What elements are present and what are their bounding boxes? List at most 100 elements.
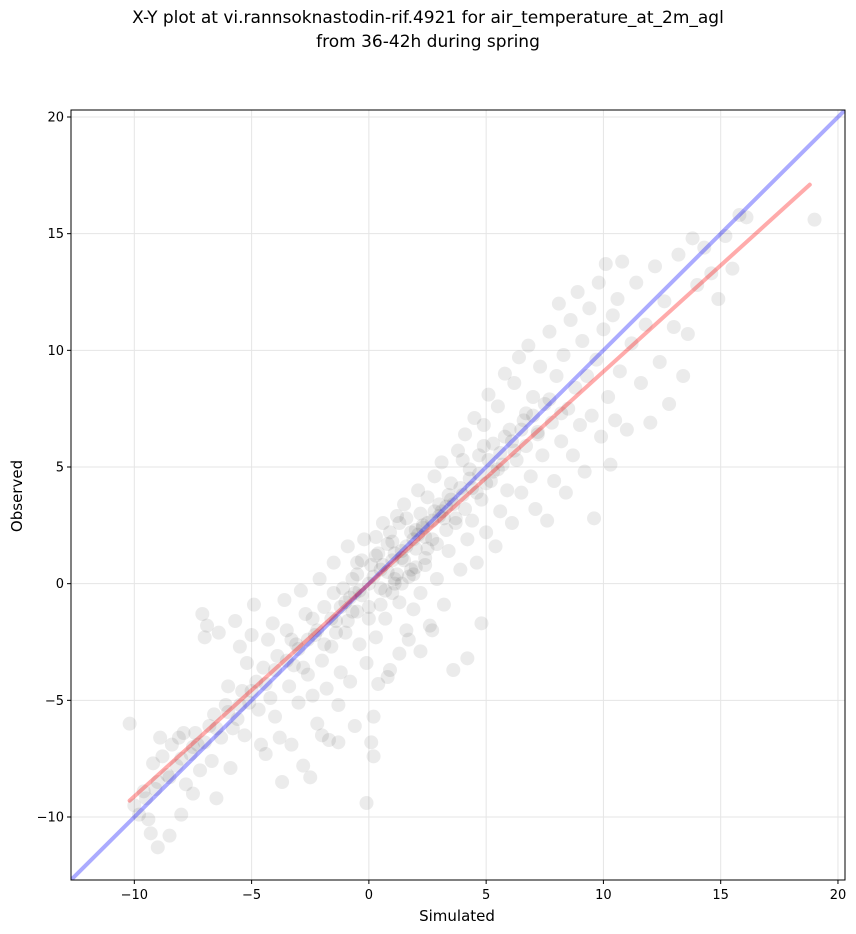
scatter-point (418, 551, 433, 565)
scatter-point (296, 660, 311, 675)
scatter-point (732, 208, 747, 222)
scatter-point (472, 467, 487, 481)
scatter-point (169, 758, 184, 773)
scatter-point (371, 677, 386, 691)
scatter-point (399, 539, 414, 554)
scatter-point (472, 448, 487, 463)
scatter-point (521, 338, 536, 353)
scatter-point (239, 656, 254, 670)
scatter-point (465, 481, 480, 495)
scatter-point (514, 422, 529, 437)
scatter-point (221, 679, 236, 694)
scatter-point (380, 565, 395, 579)
scatter-point (415, 518, 430, 533)
scatter-point (601, 390, 616, 404)
scatter-point (542, 392, 557, 407)
scatter-point (244, 684, 259, 698)
scatter-point (286, 658, 301, 673)
scatter-point (638, 317, 653, 332)
scatter-point (718, 229, 733, 243)
scatter-point (263, 691, 278, 705)
scatter-point (711, 292, 726, 306)
scatter-point (455, 488, 470, 502)
scatter-point (382, 663, 397, 677)
scatter-point (246, 597, 261, 612)
scatter-point (345, 572, 360, 586)
scatter-point (500, 483, 515, 498)
scatter-point (490, 399, 505, 414)
scatter-point (425, 513, 440, 528)
scatter-point (537, 397, 552, 411)
scatter-point (476, 439, 491, 453)
scatter-point (418, 530, 433, 544)
scatter-point (570, 285, 585, 299)
scatter-point (458, 502, 473, 516)
scatter-point (127, 798, 142, 813)
scatter-point (504, 516, 519, 530)
scatter-point (413, 586, 428, 600)
scatter-point (544, 415, 559, 430)
scatter-point (317, 637, 332, 652)
scatter-point (331, 698, 346, 712)
scatter-point (148, 782, 163, 796)
scatter-point (725, 261, 740, 276)
scatter-point (629, 275, 644, 290)
x-tick-label: 0 (365, 888, 373, 903)
scatter-point (427, 504, 442, 519)
scatter-point (209, 721, 224, 736)
scatter-point (469, 555, 484, 570)
scatter-point (298, 607, 313, 621)
y-tick-label: −5 (45, 694, 64, 709)
scatter-point (685, 231, 700, 246)
x-tick-label: −10 (121, 888, 148, 903)
scatter-point (143, 826, 158, 841)
scatter-point (211, 625, 226, 640)
scatter-point (413, 644, 428, 659)
scatter-point (190, 737, 205, 752)
chart-title-line2: from 36-42h during spring (316, 32, 540, 52)
scatter-point (390, 567, 405, 582)
scatter-point (523, 469, 538, 484)
scatter-point (279, 623, 294, 638)
scatter-point (563, 313, 578, 327)
scatter-point (434, 504, 449, 519)
scatter-point (465, 513, 480, 528)
scatter-point (314, 653, 329, 668)
plot-frame (70, 109, 846, 881)
y-tick-label: 5 (56, 461, 64, 476)
scatter-point (174, 807, 189, 822)
scatter-point (237, 728, 252, 743)
scatter-point (373, 581, 388, 596)
scatter-point (380, 537, 395, 551)
scatter-point (378, 583, 393, 598)
scatter-point (225, 721, 240, 736)
scatter-point (361, 576, 376, 591)
scatter-point (429, 572, 444, 586)
scatter-point (807, 212, 822, 227)
scatter-point (214, 730, 229, 745)
scatter-point (497, 366, 512, 381)
scatter-point (197, 630, 212, 645)
scatter-point (486, 436, 501, 451)
scatter-point (420, 541, 435, 556)
scatter-point (188, 726, 203, 740)
scatter-point (296, 758, 311, 773)
scatter-point (504, 434, 519, 449)
scatter-point (171, 730, 186, 745)
x-tick-label: 5 (482, 888, 490, 903)
scatter-point (338, 595, 353, 610)
scatter-point (354, 588, 369, 603)
scatter-point (155, 749, 170, 764)
scatter-point (420, 516, 435, 530)
scatter-point (415, 520, 430, 535)
scatter-point (453, 562, 468, 577)
scatter-point (200, 618, 215, 633)
scatter-point (223, 761, 238, 775)
scatter-point (460, 651, 475, 666)
scatter-point (399, 623, 414, 638)
scatter-point (605, 308, 620, 323)
scatter-point (446, 497, 461, 512)
scatter-point (378, 611, 393, 626)
scatter-point (495, 457, 510, 472)
